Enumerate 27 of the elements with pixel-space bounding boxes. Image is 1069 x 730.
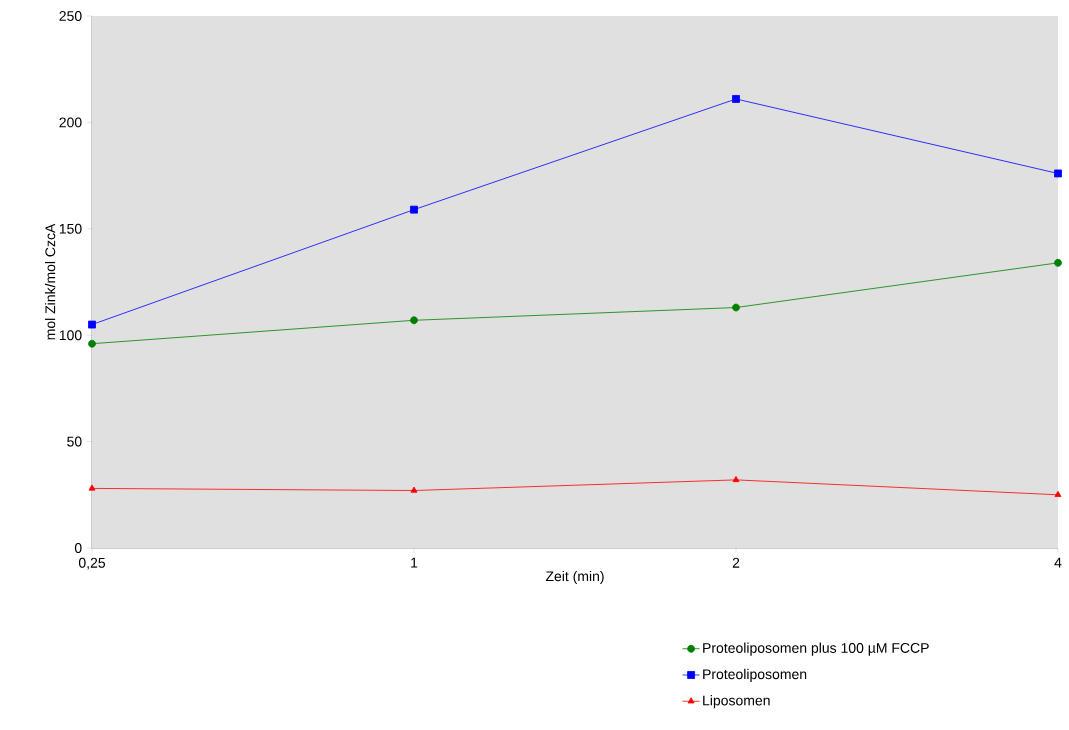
legend-label: Liposomen [703,695,770,709]
y-tick-label: 200 [59,117,82,128]
y-tick-label: 0 [74,543,82,553]
point [732,475,740,483]
point [410,205,418,214]
x-axis-title: Zeit (min) [545,570,604,584]
point [1054,490,1062,497]
point [1054,258,1062,267]
x-tick-label: 4 [1054,557,1062,568]
point [732,303,740,312]
x-tick-label: 0,25 [78,557,106,570]
x-tick-label: 1 [411,557,418,568]
point [88,484,96,491]
x-tick-label: 2 [732,557,740,568]
y-tick-label: 100 [59,330,82,341]
legend-label: Proteoliposomen plus 100 µM FCCP [703,642,929,656]
point [732,95,740,103]
point [410,486,418,493]
y-tick-label: 150 [59,223,82,234]
point [88,339,96,348]
point [410,316,418,325]
y-axis-title: mol Zink/mol CzcA [44,223,56,340]
point [88,320,96,329]
point [1054,169,1062,178]
y-tick-label: 50 [67,436,82,447]
y-tick-label: 250 [59,11,82,21]
legend-label: Proteoliposomen [703,668,807,682]
